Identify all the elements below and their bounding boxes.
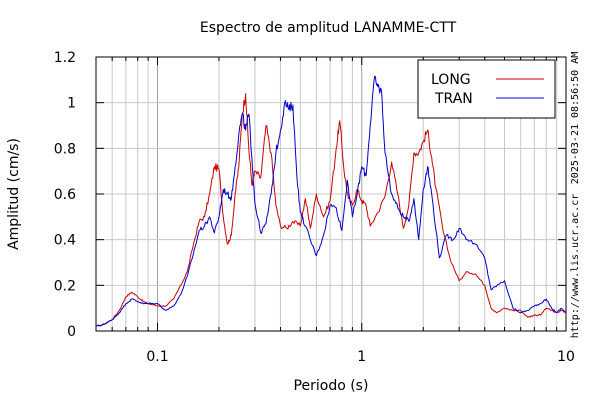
y-tick-label: 0.6 <box>54 187 76 203</box>
y-tick-label: 0.8 <box>54 141 76 157</box>
url-annotation: http://www.lis.ucr.ac.cr <box>570 194 581 339</box>
chart-title: Espectro de amplitud LANAMME-CTT <box>200 20 457 36</box>
legend-label-tran: TRAN <box>434 91 473 107</box>
legend-label-long: LONG <box>431 72 471 88</box>
x-axis-label: Periodo (s) <box>294 378 369 394</box>
series-lines <box>95 75 567 327</box>
legend: LONG TRAN <box>417 59 556 119</box>
y-tick-label: 0.4 <box>54 233 76 249</box>
x-axis-ticks: 0.1 1 10 <box>146 57 575 365</box>
series-line-long <box>95 93 567 327</box>
x-tick-label: 0.1 <box>146 349 168 365</box>
legend-box <box>417 59 556 119</box>
y-tick-label: 1.2 <box>54 50 76 66</box>
x-tick-label: 1 <box>357 349 366 365</box>
timestamp-annotation: 2025-03-21 08:56:50 AM <box>570 52 581 184</box>
x-tick-label: 10 <box>557 349 575 365</box>
y-tick-label: 0 <box>67 324 76 340</box>
series-line-tran <box>95 75 567 327</box>
y-tick-label: 1 <box>67 96 76 112</box>
y-axis-label: Amplitud (cm/s) <box>6 138 22 250</box>
y-tick-label: 0.2 <box>54 278 76 294</box>
y-axis-ticks: 0 0.2 0.4 0.6 0.8 1 1.2 <box>54 50 566 340</box>
